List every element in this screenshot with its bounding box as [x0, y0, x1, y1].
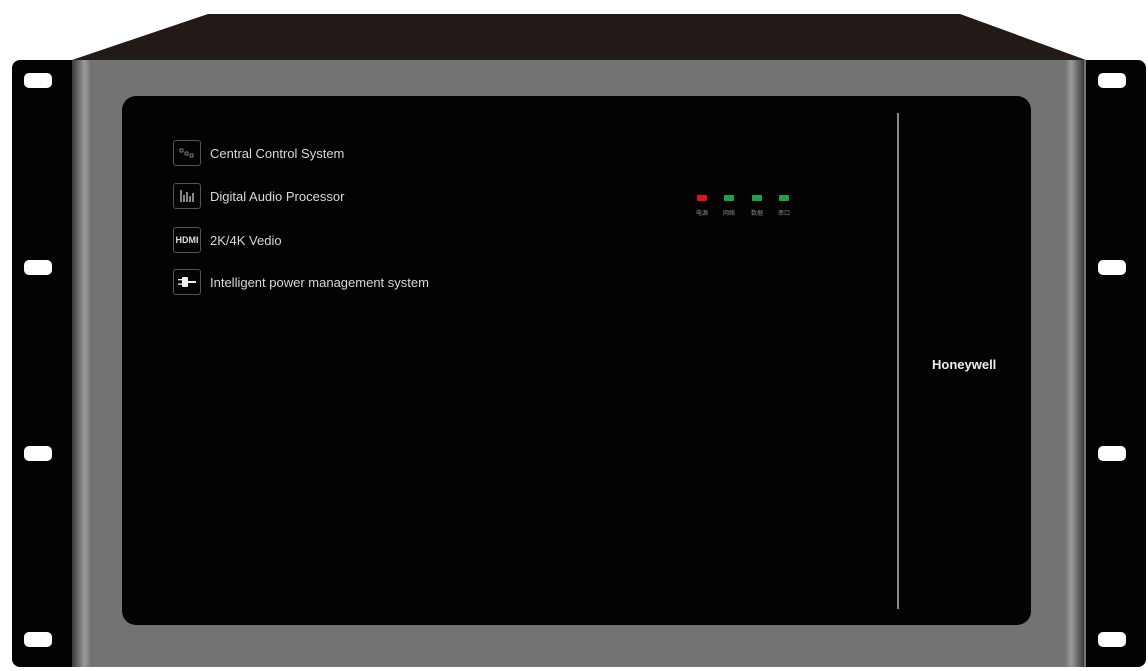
mount-slot [1098, 260, 1126, 275]
feature-video: HDMI 2K/4K Vedio [173, 226, 282, 254]
feature-power: Intelligent power management system [173, 268, 429, 296]
mount-slot [1098, 632, 1126, 647]
network-led [724, 195, 734, 201]
mount-slot [24, 446, 52, 461]
mount-slot [24, 632, 52, 647]
frame-edge-right [1066, 60, 1084, 667]
power-plug-icon [173, 269, 201, 295]
network-led-label: 网络 [722, 211, 735, 217]
nodes-icon [173, 140, 201, 166]
panel-divider [897, 113, 899, 609]
brand-logo: Honeywell [932, 357, 997, 372]
data-led [752, 195, 762, 201]
feature-audio: Digital Audio Processor [173, 182, 344, 210]
right-rack-ear [1086, 60, 1146, 667]
front-panel [122, 96, 1031, 625]
feature-central-control: Central Control System [173, 139, 344, 167]
hdmi-icon: HDMI [173, 227, 201, 253]
mount-slot [1098, 446, 1126, 461]
power-led-label: 电源 [695, 211, 708, 217]
audio-bars-icon [173, 183, 201, 209]
mount-slot [24, 260, 52, 275]
data-led-label: 数据 [750, 211, 763, 217]
left-rack-ear [12, 60, 72, 667]
mount-slot [1098, 73, 1126, 88]
serial-led-label: 串口 [777, 211, 790, 217]
frame-edge-left [72, 60, 90, 667]
serial-led [779, 195, 789, 201]
mount-slot [24, 73, 52, 88]
power-led [697, 195, 707, 201]
